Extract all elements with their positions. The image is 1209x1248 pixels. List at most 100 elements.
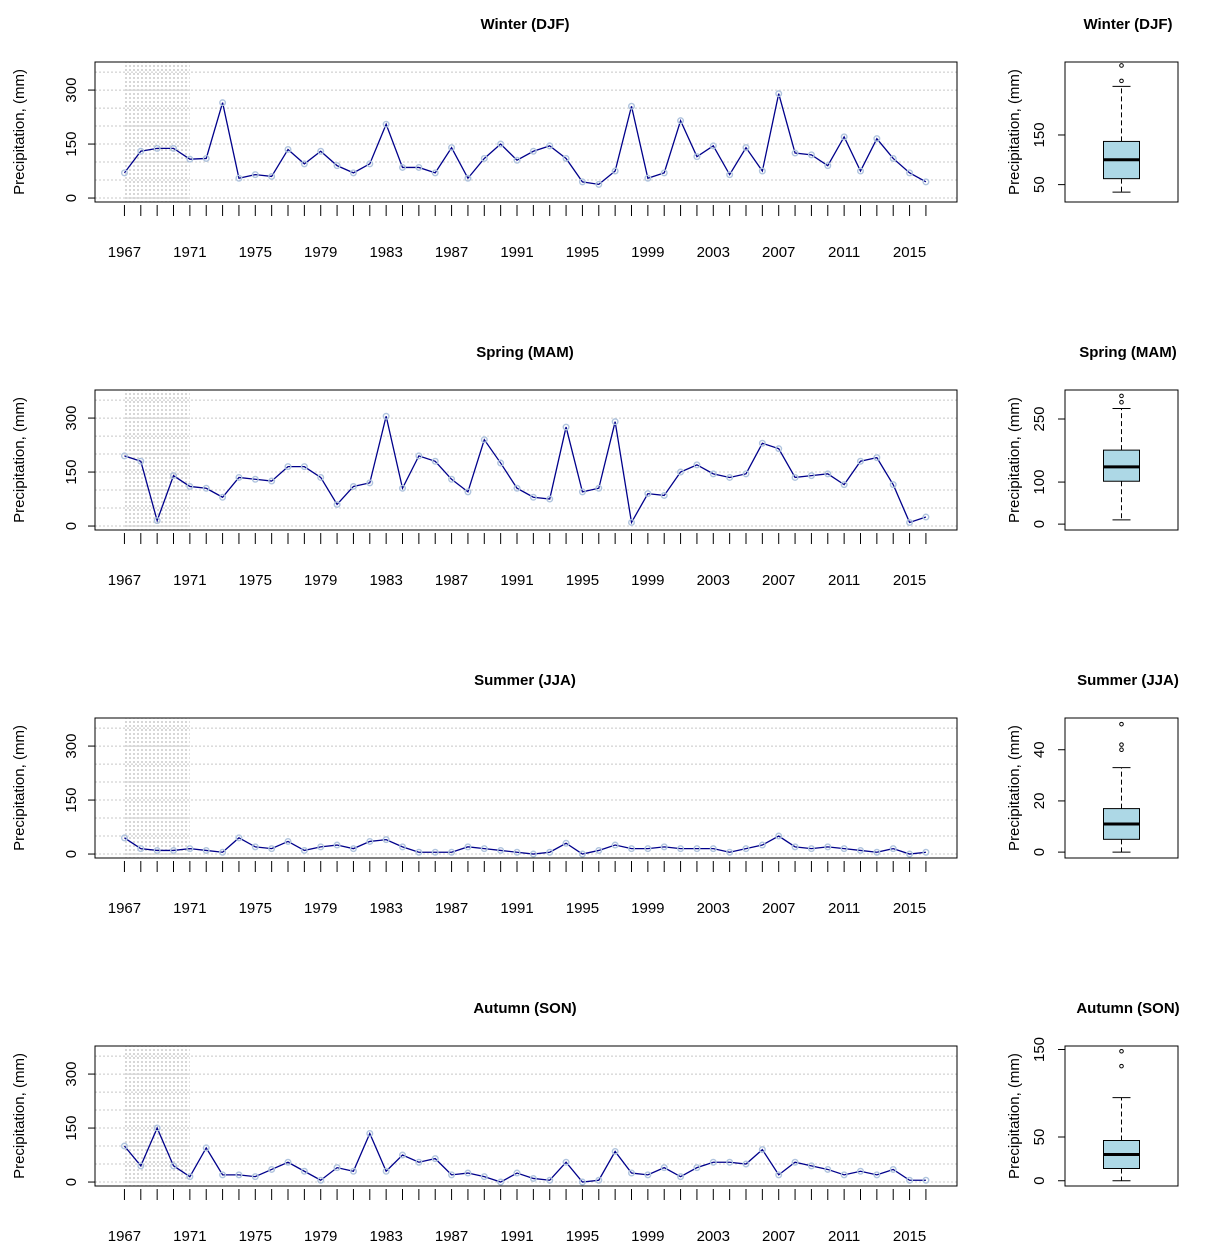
y-tick-label: 150 <box>63 1116 80 1141</box>
y-axis-label: Precipitation, (mm) <box>11 1053 28 1179</box>
data-point <box>611 167 619 175</box>
data-line <box>124 835 926 855</box>
data-point <box>186 845 194 853</box>
data-point <box>595 484 603 492</box>
data-point <box>251 843 259 851</box>
data-point <box>186 155 194 163</box>
x-tick-label: 2011 <box>828 572 860 589</box>
x-tick-label: 1975 <box>239 1228 272 1245</box>
x-tick-label: 1979 <box>304 1228 337 1245</box>
data-point <box>578 178 586 186</box>
plot-frame <box>1064 389 1179 531</box>
outlier <box>1119 1048 1124 1054</box>
x-tick-label: 2003 <box>697 1228 730 1245</box>
data-point <box>382 1167 390 1175</box>
x-tick-label: 1971 <box>173 244 206 261</box>
data-line <box>123 93 927 186</box>
data-point <box>219 1171 227 1179</box>
y-tick-label: 300 <box>63 1062 80 1087</box>
data-point <box>366 837 374 845</box>
data-point <box>382 412 390 420</box>
x-tick-label: 1987 <box>435 900 468 917</box>
y-tick-label: 40 <box>1031 741 1048 758</box>
data-point <box>529 850 537 858</box>
data-point <box>399 163 407 171</box>
data-point <box>153 846 161 854</box>
data-point <box>742 470 750 478</box>
data-point <box>415 452 423 460</box>
data-point <box>578 1178 586 1186</box>
x-tick-label: 2015 <box>893 1228 926 1245</box>
plot-frame <box>1064 61 1179 203</box>
data-point <box>170 1162 178 1170</box>
data-point <box>513 156 521 164</box>
data-point <box>399 484 407 492</box>
x-tick-label: 1995 <box>566 900 599 917</box>
data-point <box>546 1176 554 1184</box>
y-axis-label: Precipitation, (mm) <box>11 69 28 195</box>
x-tick-label: 1971 <box>173 1228 206 1245</box>
data-point <box>137 147 145 155</box>
x-tick-label: 2003 <box>697 572 730 589</box>
x-tick-label: 1999 <box>631 572 664 589</box>
x-tick-label: 2015 <box>893 572 926 589</box>
data-point <box>922 178 930 186</box>
data-point <box>120 452 128 460</box>
data-point <box>448 848 456 856</box>
x-tick-label: 1979 <box>304 572 337 589</box>
data-point <box>742 845 750 853</box>
y-tick-label: 0 <box>63 1178 80 1186</box>
data-point <box>889 154 897 162</box>
y-tick-label: 0 <box>63 850 80 858</box>
data-point <box>120 1142 128 1150</box>
data-point <box>562 154 570 162</box>
data-point <box>317 1176 325 1184</box>
data-point <box>856 457 864 465</box>
data-point <box>562 1158 570 1166</box>
x-tick-label: 1979 <box>304 900 337 917</box>
x-tick-label: 1967 <box>108 1228 141 1245</box>
x-tick-label: 2015 <box>893 244 926 261</box>
x-tick-label: 1987 <box>435 244 468 261</box>
x-tick-label: 2003 <box>697 900 730 917</box>
x-tick-label: 2011 <box>828 900 860 917</box>
data-point <box>791 149 799 157</box>
y-tick-label: 0 <box>1031 1177 1048 1185</box>
data-point <box>824 843 832 851</box>
data-point <box>873 848 881 856</box>
chart-title: Summer (JJA) <box>1077 672 1179 689</box>
data-point <box>235 174 243 182</box>
data-point <box>153 1124 161 1132</box>
data-point <box>922 848 930 856</box>
chart-title: Autumn (SON) <box>473 1000 576 1017</box>
y-tick-label: 0 <box>1031 848 1048 856</box>
y-axis-label: Precipitation, (mm) <box>1006 725 1023 851</box>
chart-title: Autumn (SON) <box>1076 1000 1179 1017</box>
data-point <box>120 169 128 177</box>
data-point <box>709 470 717 478</box>
data-point <box>251 171 259 179</box>
data-point <box>742 1160 750 1168</box>
data-point <box>202 846 210 854</box>
x-tick-label: 1967 <box>108 244 141 261</box>
x-tick-label: 2007 <box>762 1228 795 1245</box>
data-point <box>219 493 227 501</box>
data-point <box>317 843 325 851</box>
data-point <box>349 845 357 853</box>
x-tick-label: 1967 <box>108 900 141 917</box>
x-tick-label: 1995 <box>566 244 599 261</box>
data-point <box>726 848 734 856</box>
data-point <box>120 834 128 842</box>
data-point <box>513 1169 521 1177</box>
data-point <box>840 133 848 141</box>
x-tick-label: 2007 <box>762 572 795 589</box>
data-point <box>317 473 325 481</box>
x-tick-label: 2011 <box>828 244 860 261</box>
data-point <box>268 477 276 485</box>
data-point <box>137 457 145 465</box>
data-point <box>693 845 701 853</box>
data-point <box>693 461 701 469</box>
y-tick-label: 300 <box>63 406 80 431</box>
data-point <box>856 1167 864 1175</box>
